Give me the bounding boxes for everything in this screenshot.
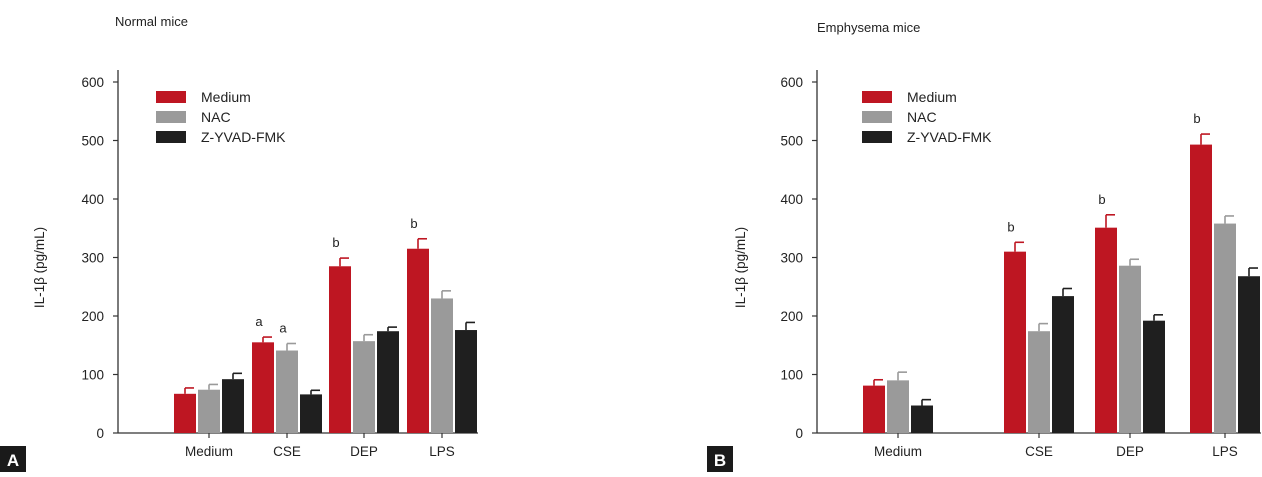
panel-b-bar-z-yvad-fmk — [1052, 296, 1074, 433]
panel-a-y-tick-label: 300 — [81, 251, 104, 266]
panel-a-bar-nac — [431, 298, 453, 433]
panel-b-bar-nac — [1214, 223, 1236, 433]
panel-b-legend-swatch — [862, 131, 892, 143]
panel-b-bar-medium — [1004, 251, 1026, 433]
panel-b-legend-swatch — [862, 111, 892, 123]
panel-b-legend-swatch — [862, 91, 892, 103]
panel-b-bar-z-yvad-fmk — [1143, 320, 1165, 433]
panel-a-significance-label: a — [279, 320, 287, 335]
panel-b-y-tick-label: 500 — [780, 134, 803, 149]
panel-a-significance-label: b — [332, 235, 339, 250]
panel-a-bar-z-yvad-fmk — [222, 379, 244, 433]
panel-a-y-tick-label: 400 — [81, 192, 104, 207]
panel-b-label-box — [707, 446, 733, 472]
panel-b-bar-medium — [1095, 227, 1117, 433]
panel-a-x-tick-label: CSE — [273, 444, 301, 459]
panel-b-legend-label: Z-YVAD-FMK — [907, 129, 992, 145]
panel-a-significance-label: b — [410, 216, 417, 231]
panel-a-y-tick-label: 100 — [81, 368, 104, 383]
panel-a-legend-label: NAC — [201, 109, 231, 125]
panel-b-label: B — [714, 451, 726, 470]
panel-a-bar-z-yvad-fmk — [377, 331, 399, 433]
panel-b-y-tick-label: 100 — [780, 368, 803, 383]
panel-a-y-axis-label: IL-1β (pg/mL) — [32, 227, 47, 308]
panel-a-label: A — [7, 451, 19, 470]
panel-a-label-box — [0, 446, 26, 472]
panel-b-x-tick-label: CSE — [1025, 444, 1053, 459]
panel-a-bar-nac — [198, 389, 220, 433]
panel-b-y-tick-label: 600 — [780, 75, 803, 90]
panel-b-x-tick-label: DEP — [1116, 444, 1144, 459]
panel-b-y-tick-label: 200 — [780, 309, 803, 324]
panel-a-bar-medium — [252, 342, 274, 433]
panel-a-bar-medium — [407, 248, 429, 433]
panel-b-bar-nac — [1028, 331, 1050, 433]
panel-b-y-tick-label: 0 — [795, 426, 803, 441]
panel-b-bar-z-yvad-fmk — [911, 405, 933, 433]
panel-a-legend-swatch — [156, 131, 186, 143]
panel-b-legend-label: Medium — [907, 89, 957, 105]
panel-a-bar-medium — [174, 393, 196, 433]
panel-a-x-tick-label: Medium — [185, 444, 233, 459]
panel-b-bar-nac — [887, 380, 909, 433]
panel-a-legend-swatch — [156, 91, 186, 103]
panel-b-title: Emphysema mice — [817, 20, 920, 35]
panel-a-y-tick-label: 200 — [81, 309, 104, 324]
panel-a-legend-label: Medium — [201, 89, 251, 105]
panel-b-y-tick-label: 400 — [780, 192, 803, 207]
panel-a-legend-swatch — [156, 111, 186, 123]
panel-a-bar-medium — [329, 266, 351, 433]
panel-b-significance-label: b — [1007, 219, 1014, 234]
panel-a-y-tick-label: 500 — [81, 134, 104, 149]
panel-a-bar-nac — [276, 350, 298, 433]
panel-a-significance-label: a — [255, 314, 263, 329]
panel-b-bar-medium — [1190, 144, 1212, 433]
panel-a-y-tick-label: 0 — [96, 426, 104, 441]
panel-b-bar-medium — [863, 385, 885, 433]
panel-b-bar-nac — [1119, 265, 1141, 433]
panel-a-bar-nac — [353, 341, 375, 433]
panel-b-y-tick-label: 300 — [780, 251, 803, 266]
panel-a-title: Normal mice — [115, 14, 188, 29]
panel-b-x-tick-label: LPS — [1212, 444, 1238, 459]
panel-b-significance-label: b — [1098, 192, 1105, 207]
panel-b-legend-label: NAC — [907, 109, 937, 125]
panel-a-y-tick-label: 600 — [81, 75, 104, 90]
panel-b-x-tick-label: Medium — [874, 444, 922, 459]
panel-b-y-axis-label: IL-1β (pg/mL) — [733, 227, 748, 308]
panel-a-x-tick-label: DEP — [350, 444, 378, 459]
panel-a-bar-z-yvad-fmk — [300, 394, 322, 433]
panel-b-significance-label: b — [1193, 111, 1200, 126]
panel-a-x-tick-label: LPS — [429, 444, 455, 459]
panel-b-bar-z-yvad-fmk — [1238, 276, 1260, 433]
panel-a-bar-z-yvad-fmk — [455, 330, 477, 433]
panel-a-legend-label: Z-YVAD-FMK — [201, 129, 286, 145]
